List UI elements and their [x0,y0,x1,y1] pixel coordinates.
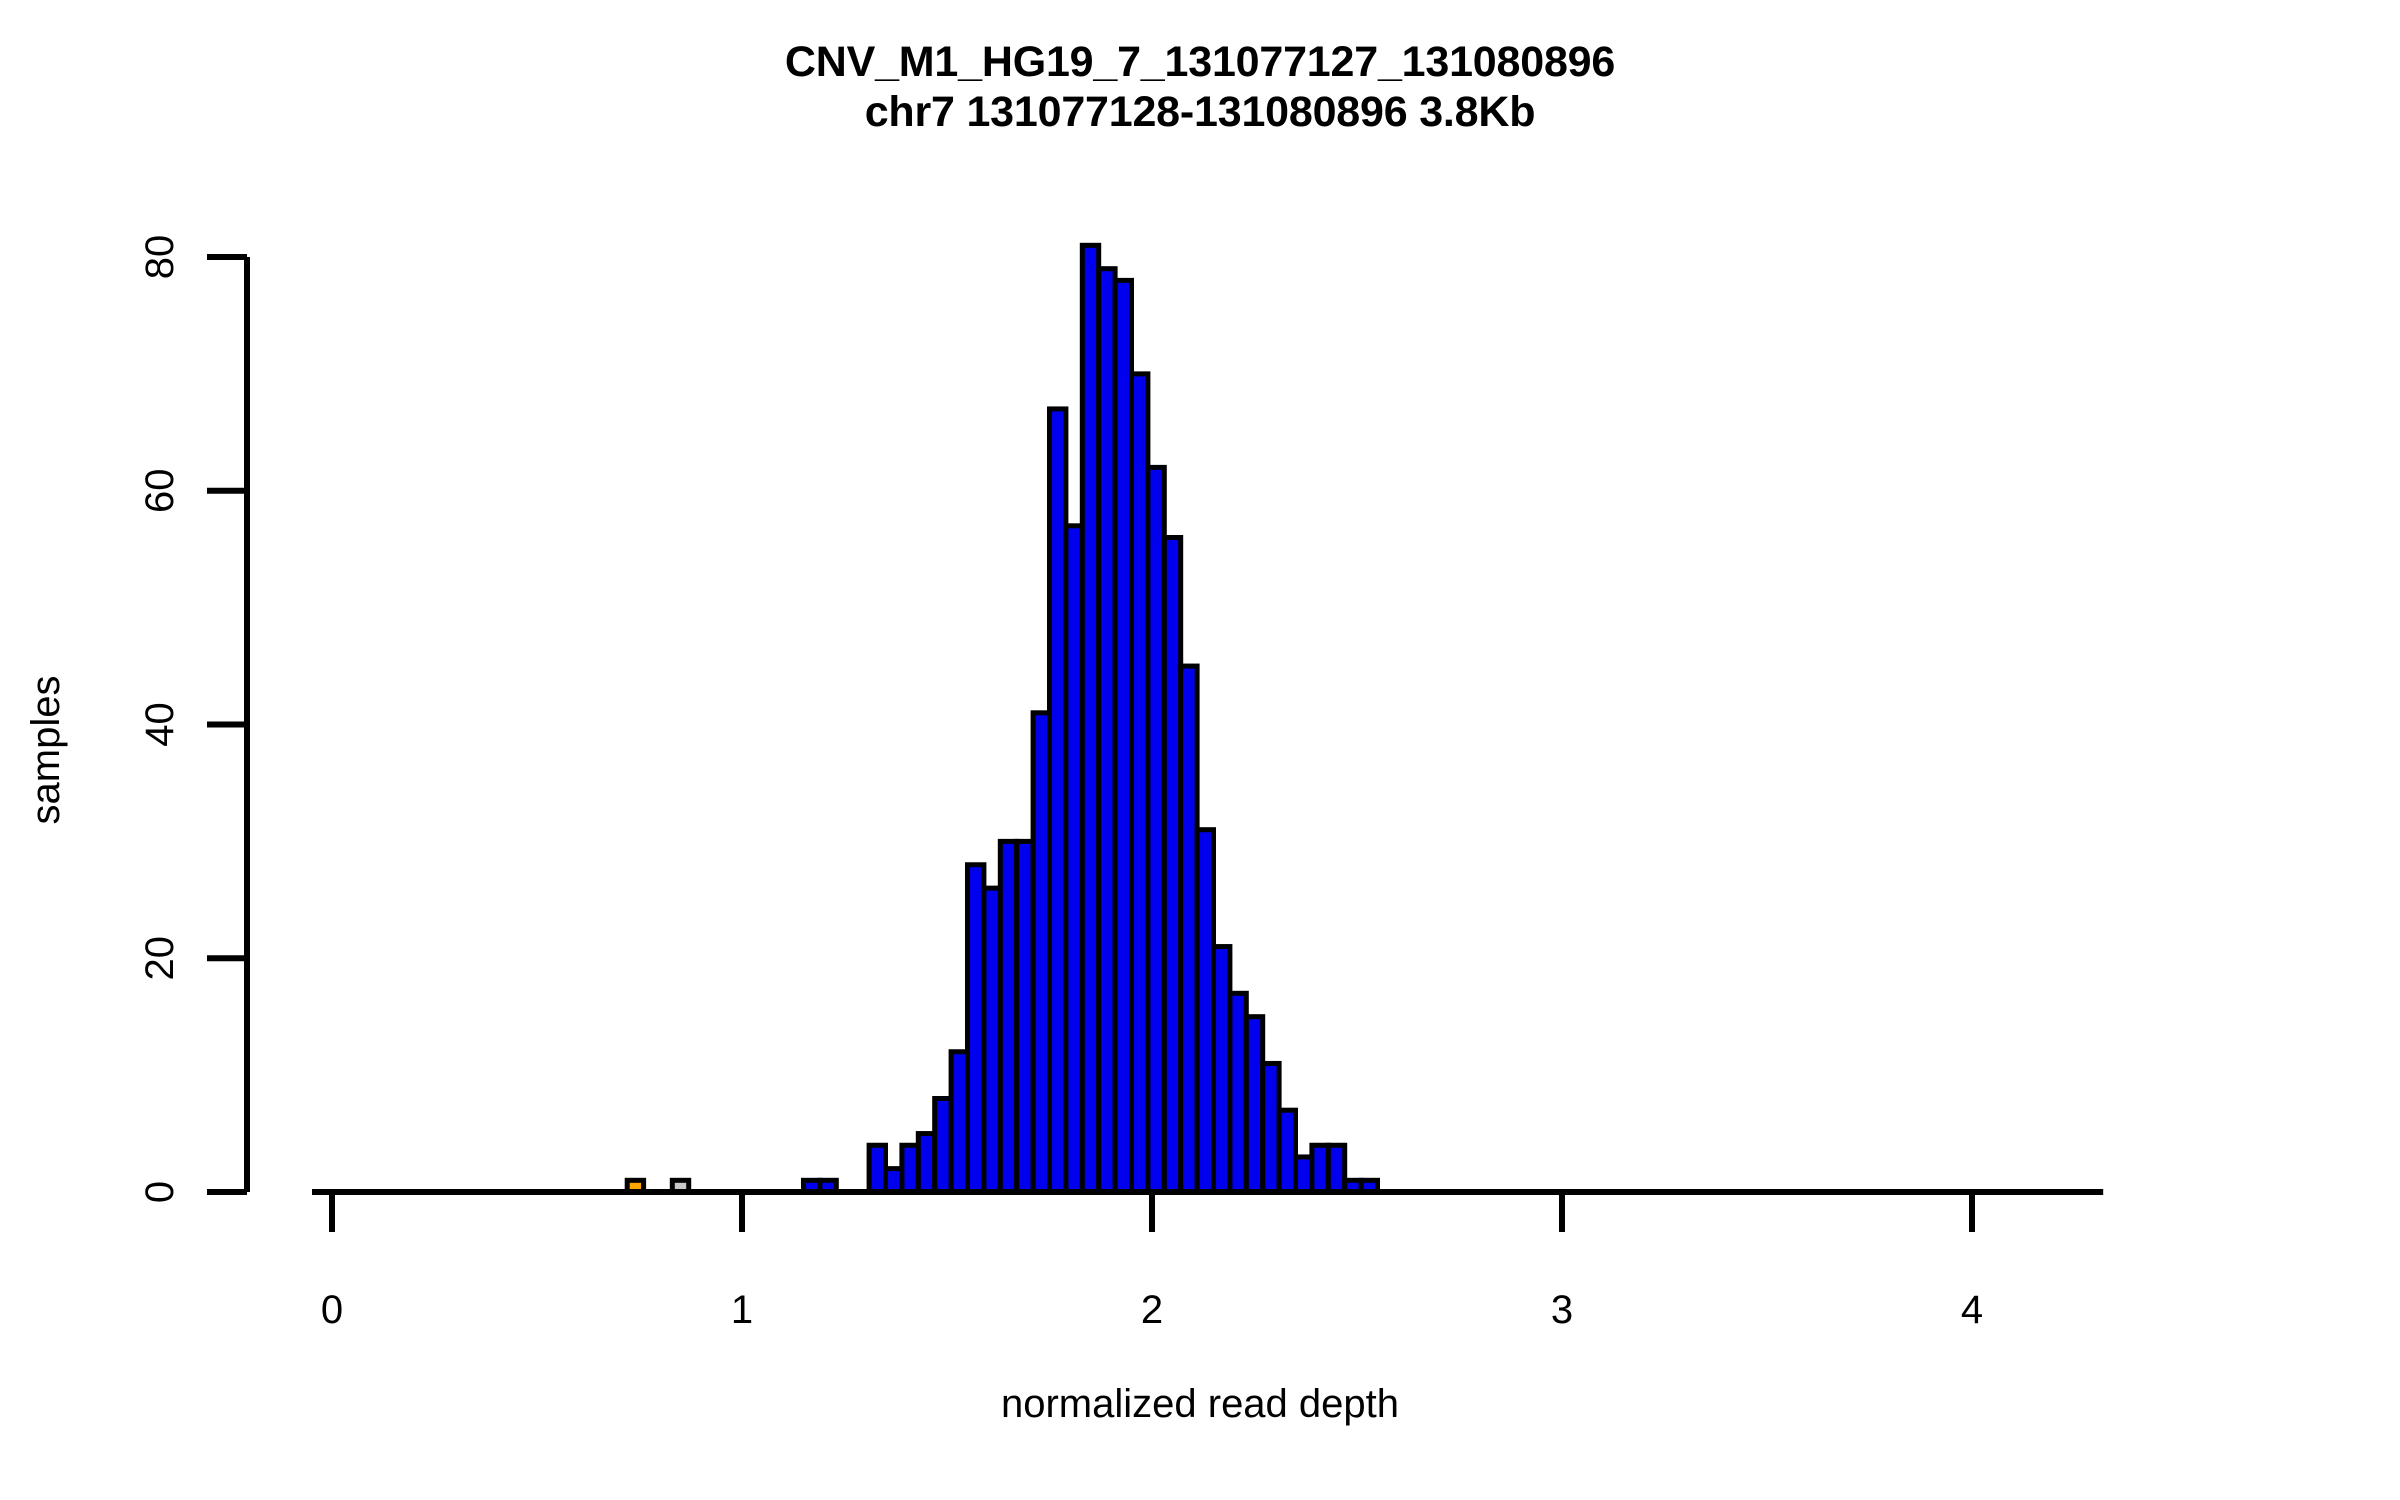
y-tick-label: 40 [138,702,182,747]
x-tick-label: 0 [321,1288,343,1332]
y-tick-label: 20 [138,936,182,981]
x-tick-label: 1 [731,1288,753,1332]
chart-title: CNV_M1_HG19_7_131077127_131080896 [784,38,1616,86]
y-tick-label: 60 [138,469,182,514]
x-tick-label: 3 [1551,1288,1573,1332]
y-tick-label: 0 [138,1181,182,1203]
histogram-bars [624,242,1380,1195]
chart-axes [207,254,2104,1232]
x-tick-label: 4 [1961,1288,1983,1332]
x-axis-label: normalized read depth [1000,1382,1400,1426]
chart-subtitle: chr7 131077128-131080896 3.8Kb [864,87,1536,136]
x-tick-label: 2 [1141,1288,1163,1332]
y-tick-label: 80 [138,235,182,280]
chart-title-block: CNV_M1_HG19_7_131077127_131080896 chr7 1… [0,38,2400,138]
axis-tick-labels: 0 20 40 60 80 0 1 2 3 4 [138,235,1983,1332]
